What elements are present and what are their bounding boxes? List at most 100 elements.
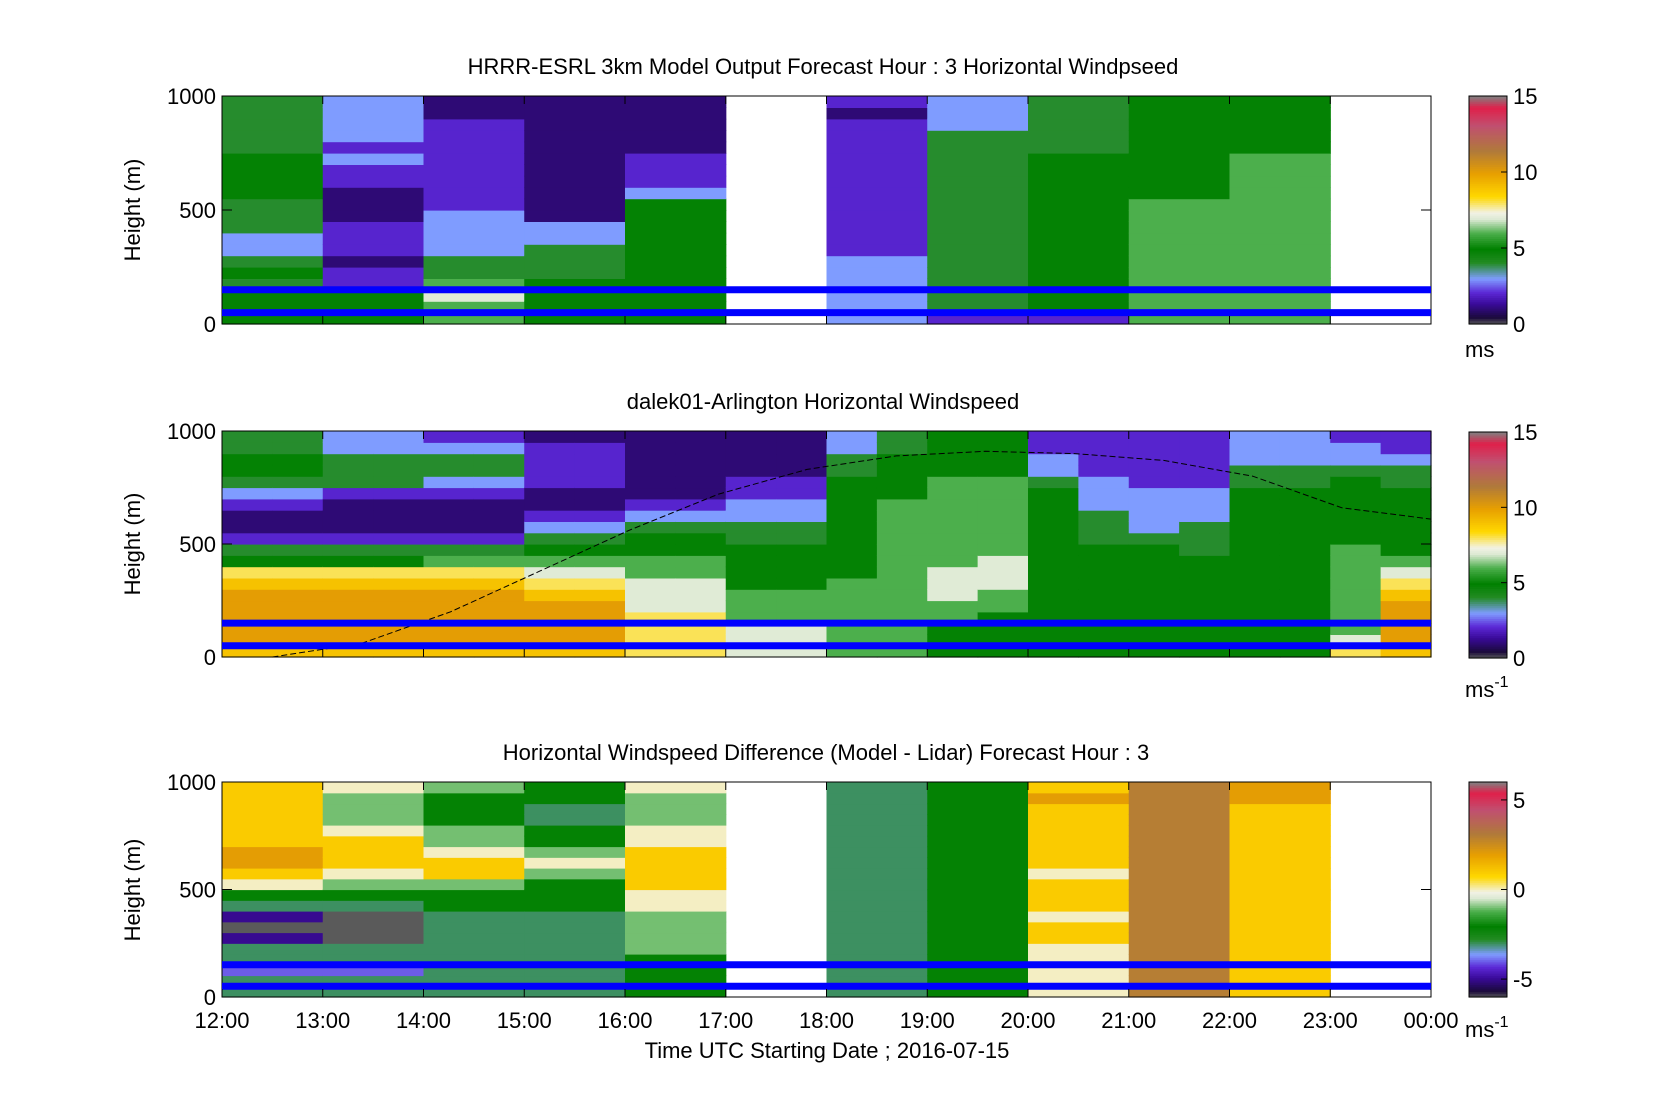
colorbar-segment <box>1469 535 1507 539</box>
heat-cell <box>977 498 1029 511</box>
heat-cell <box>625 921 727 934</box>
colorbar-segment <box>1469 552 1507 556</box>
heat-cell <box>1179 453 1231 466</box>
colorbar-segment <box>1469 984 1507 987</box>
heat-cell <box>826 589 878 602</box>
colorbar-segment <box>1469 588 1507 591</box>
heat-cell <box>222 611 273 624</box>
heat-cell <box>1380 589 1432 602</box>
heat-cell <box>222 244 324 257</box>
colorbar-segment <box>1469 837 1507 840</box>
colorbar-segment <box>1469 798 1507 801</box>
colorbar-segment <box>1469 946 1507 950</box>
colorbar-segment <box>1469 919 1507 923</box>
heat-cell <box>826 431 878 443</box>
colorbar-segment <box>1469 939 1507 943</box>
heat-cell <box>322 803 425 815</box>
colorbar-segment <box>1469 968 1507 971</box>
heat-cell <box>625 943 727 955</box>
colorbar-tick-label: 0 <box>1513 878 1525 903</box>
colorbar-segment <box>1469 447 1507 450</box>
colorbar-segment <box>1469 792 1507 796</box>
heat-cell <box>927 803 1029 815</box>
heat-cell <box>927 634 979 647</box>
colorbar-segment <box>1469 816 1507 819</box>
heat-cell <box>625 118 727 131</box>
colorbar-segment <box>1469 641 1507 644</box>
heat-cell <box>1028 611 1079 624</box>
heat-cell <box>1028 153 1130 165</box>
colorbar-segment <box>1469 889 1507 892</box>
panel-diff-colorbar: -5 0 5 ms-1 <box>1465 781 1533 1042</box>
colorbar-segment <box>1469 914 1507 917</box>
colorbar-unit-exponent: -1 <box>1494 674 1508 691</box>
heat-cell <box>927 825 1029 837</box>
colorbar-segment <box>1469 614 1507 618</box>
heat-cell <box>524 846 626 858</box>
colorbar-segment <box>1469 875 1507 878</box>
colorbar-segment <box>1469 238 1507 241</box>
colorbar-segment <box>1469 439 1507 443</box>
colorbar-segment <box>1469 954 1507 957</box>
heat-cell <box>977 532 1029 545</box>
heat-cell <box>1229 634 1281 647</box>
heat-cell <box>675 442 727 455</box>
colorbar-segment <box>1469 191 1507 194</box>
colorbar-segment <box>1469 548 1507 552</box>
heat-cell <box>1279 566 1331 579</box>
colorbar-segment <box>1469 248 1507 251</box>
heat-cell <box>524 532 576 545</box>
colorbar-segment <box>1469 486 1507 490</box>
heat-cell <box>524 255 626 268</box>
heat-cell <box>423 577 475 590</box>
heat-cell <box>927 600 979 613</box>
colorbar-segment <box>1469 452 1507 456</box>
colorbar-segment <box>1469 898 1507 901</box>
colorbar-segment <box>1469 635 1507 638</box>
heat-cell <box>322 911 425 923</box>
heat-cell <box>625 107 727 120</box>
colorbar-segment <box>1469 280 1507 283</box>
colorbar-segment <box>1469 192 1507 196</box>
colorbar-segment <box>1469 650 1507 653</box>
colorbar-segment <box>1469 200 1507 203</box>
heat-cell <box>322 510 374 522</box>
heat-cell <box>322 267 425 279</box>
colorbar-segment <box>1469 475 1507 478</box>
heat-cell <box>524 814 626 826</box>
colorbar-segment <box>1469 482 1507 486</box>
heat-cell <box>423 175 525 188</box>
heat-cell <box>1028 244 1130 257</box>
colorbar-segment <box>1469 471 1507 475</box>
heat-cell <box>1078 532 1130 545</box>
colorbar-segment <box>1469 469 1507 473</box>
heat-cell <box>1028 835 1130 848</box>
heat-cell <box>1128 141 1231 154</box>
heat-cell <box>927 232 1029 245</box>
heat-cell <box>1028 975 1130 987</box>
heat-cell <box>876 498 928 511</box>
heat-cell <box>927 244 1029 257</box>
colorbar-segment <box>1469 857 1507 860</box>
colorbar-segment <box>1469 120 1507 124</box>
colorbar-segment <box>1469 443 1507 446</box>
heat-cell <box>524 521 576 534</box>
heat-cell <box>977 566 1029 579</box>
heat-cell <box>1279 510 1331 522</box>
colorbar-segment <box>1469 902 1507 905</box>
heat-cell <box>222 544 273 556</box>
heat-cell <box>574 645 626 658</box>
colorbar-segment <box>1469 507 1507 510</box>
heat-cell <box>1229 255 1331 268</box>
colorbar-segment <box>1469 543 1507 546</box>
colorbar-segment <box>1469 609 1507 612</box>
heat-cell <box>927 464 979 477</box>
colorbar-segment <box>1469 501 1507 505</box>
heat-cell <box>1330 510 1382 522</box>
heat-cell <box>373 600 425 613</box>
colorbar-segment <box>1469 605 1507 608</box>
heat-cell <box>625 267 727 279</box>
heat-cell <box>473 521 525 534</box>
heat-cell <box>1128 498 1180 511</box>
heat-cell <box>625 975 727 987</box>
